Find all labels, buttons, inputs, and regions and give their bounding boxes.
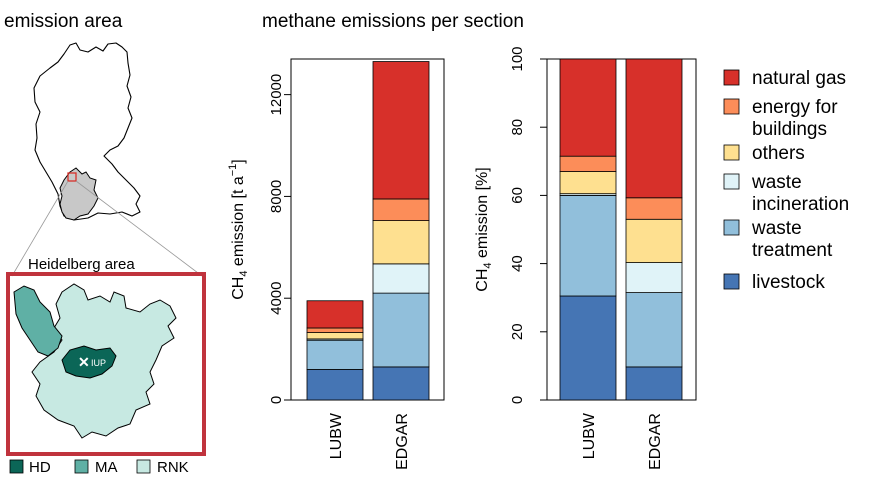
y-tick-label: 80 (509, 119, 526, 136)
legend-label-energy-for-buildings: energy for buildings (752, 97, 838, 140)
y-tick-label: 40 (509, 255, 526, 272)
bar-segment-edgar-waste-treatment (372, 292, 430, 368)
iup-marker-label: IUP (91, 358, 106, 368)
legend-swatch-waste-treatment (723, 219, 740, 236)
heidelberg-inset: Heidelberg area ✕ IUP (6, 256, 206, 456)
y-tick-label: 4000 (268, 282, 285, 315)
plot-frame (546, 58, 697, 401)
bar-segment-edgar-livestock (625, 366, 683, 401)
legend-label-rnk: RNK (157, 459, 189, 476)
legend-label-waste-treatment: waste treatment (751, 218, 833, 261)
legend-swatch-energy-for-buildings (723, 98, 740, 115)
bar-segment-edgar-others (625, 218, 683, 263)
y-axis-label: CH4 emission [t a−1] (227, 159, 250, 300)
zoom-line-right (75, 180, 203, 277)
bar-segment-edgar-energy-for-buildings (625, 197, 683, 220)
bar-segment-lubw-energy-for-buildings (306, 327, 364, 333)
y-tick-label: 12000 (268, 74, 285, 116)
legend-label-waste-incineration: waste incineration (751, 172, 849, 215)
germany-map (11, 42, 203, 277)
map-panel-title: emission area (4, 11, 123, 32)
y-tick-label: 0 (268, 396, 285, 404)
legend-swatch-natural-gas (723, 69, 740, 86)
iup-marker-icon: ✕ (78, 354, 90, 370)
y-tick-label: 0 (509, 396, 526, 404)
bar-segment-edgar-natural-gas (625, 58, 683, 199)
zoom-line-left (11, 180, 69, 277)
bars-panel-title: methane emissions per section (262, 11, 524, 32)
bar-segment-lubw-waste-treatment (559, 194, 617, 297)
legend-swatch-ma (74, 459, 89, 474)
inset-frame (6, 272, 206, 456)
legend-label-others: others (752, 143, 805, 164)
bar-segment-lubw-livestock (559, 295, 617, 401)
germany-outline (33, 42, 141, 221)
map-legend: HD MA RNK (9, 459, 189, 476)
bar-segment-lubw-waste-treatment (306, 339, 364, 370)
region-ma (13, 285, 63, 357)
category-label-edgar: EDGAR (394, 413, 411, 470)
bar-segment-lubw-natural-gas (559, 58, 617, 157)
category-legend: natural gas energy for buildings others wast… (723, 68, 849, 293)
plot-frame (290, 58, 445, 401)
bar-segment-edgar-energy-for-buildings (372, 198, 430, 221)
heidelberg-locator-box (67, 172, 77, 182)
bar-segment-edgar-natural-gas (372, 61, 430, 200)
bar-segment-edgar-waste-treatment (625, 292, 683, 368)
y-tick-label: 8000 (268, 180, 285, 213)
y-tick-label: 100 (509, 46, 526, 71)
y-tick-label: 60 (509, 187, 526, 204)
category-label-lubw: LUBW (328, 412, 345, 459)
y-axis-label: CH4 emission [%] (474, 167, 494, 291)
bar-segment-lubw-natural-gas (306, 300, 364, 329)
category-label-edgar: EDGAR (647, 413, 664, 470)
bar-segment-lubw-others (559, 171, 617, 195)
legend-label-natural-gas: natural gas (752, 68, 846, 89)
category-label-lubw: LUBW (581, 412, 598, 459)
legend-label-ma: MA (95, 459, 118, 476)
bar-segment-edgar-waste-incineration (625, 262, 683, 293)
bar-segment-lubw-others (306, 332, 364, 340)
region-hd (61, 345, 117, 379)
y-tick-label: 20 (509, 323, 526, 340)
bar-segment-edgar-others (372, 220, 430, 265)
legend-label-livestock: livestock (752, 272, 825, 293)
legend-swatch-others (723, 144, 740, 161)
bar-segment-lubw-energy-for-buildings (559, 155, 617, 172)
bar-segment-edgar-livestock (372, 366, 430, 401)
absolute-emission-chart: LUBW EDGAR 0 4000 8000 12000 CH4 emission [t a… (227, 58, 445, 470)
inset-title: Heidelberg area (28, 256, 135, 273)
legend-label-hd: HD (29, 459, 51, 476)
legend-swatch-rnk (136, 459, 151, 474)
legend-swatch-waste-incineration (723, 173, 740, 190)
percent-emission-chart: LUBW EDGAR 0 20 40 60 80 100 CH4 emission [%] (474, 46, 697, 470)
bar-segment-edgar-waste-incineration (372, 263, 430, 294)
bar-segment-lubw-livestock (306, 369, 364, 401)
legend-swatch-hd (9, 459, 24, 474)
legend-swatch-livestock (723, 273, 740, 290)
